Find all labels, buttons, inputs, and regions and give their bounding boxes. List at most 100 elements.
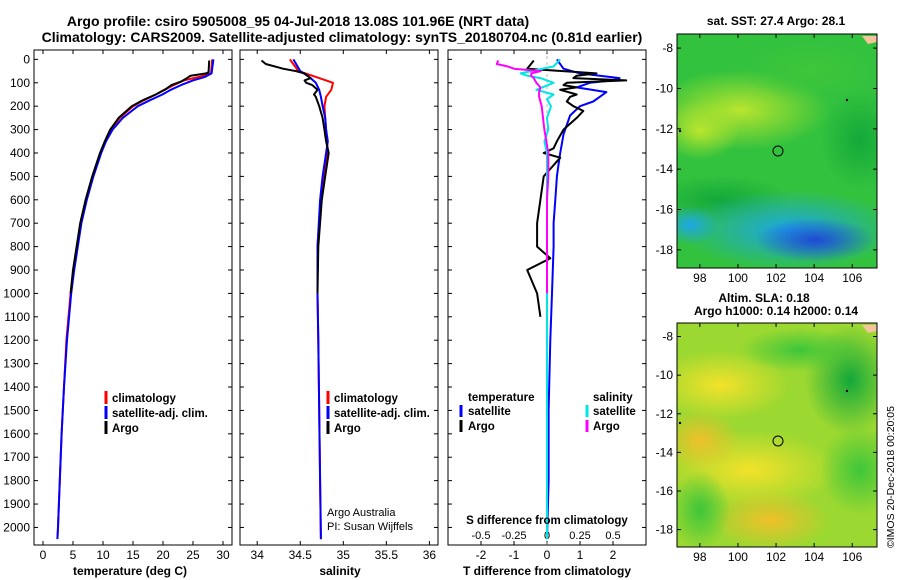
legend-label-t-satellite: satellite	[468, 406, 511, 418]
sla-map-frame	[676, 322, 878, 548]
s-diff-tick-label: 0.5	[605, 530, 620, 542]
depth-tick-label: 400	[10, 146, 30, 160]
map-x-tick-label: 106	[842, 271, 862, 285]
legend-label-satellite: satellite-adj. clim.	[112, 408, 208, 420]
sst-map-field	[677, 34, 877, 268]
series-line-s-satellite	[519, 58, 561, 540]
map-y-tick-label: -16	[656, 484, 674, 498]
x-tick-label: 2	[610, 548, 617, 562]
legend-title-temperature: temperature	[468, 392, 534, 404]
map-y-tick-label: -8	[662, 41, 673, 55]
credit-argo-australia: Argo Australia	[327, 507, 396, 519]
map-y-tick-label: -8	[662, 330, 673, 344]
map-x-tick-label: 102	[766, 550, 786, 564]
map-y-tick-label: -18	[656, 243, 674, 257]
series-line-satellite-adj-clim-	[56, 59, 215, 540]
depth-tick-label: 1200	[3, 333, 30, 347]
legend-title-salinity: salinity	[593, 392, 633, 404]
x-tick-label: 20	[156, 548, 170, 562]
legend-label-argo: Argo	[334, 423, 361, 435]
x-tick-label: 35	[337, 548, 351, 562]
depth-tick-label: 1600	[3, 427, 30, 441]
map-x-tick-label: 98	[693, 550, 707, 564]
map-x-tick-label: 104	[804, 550, 824, 564]
sla-map-title-line1: Altim. SLA: 0.18	[718, 291, 810, 305]
depth-tick-label: 1000	[3, 286, 30, 300]
x-tick-label: 25	[186, 548, 200, 562]
difference-xlabel-top: S difference from climatology	[466, 515, 628, 527]
map-x-tick-label: 98	[693, 271, 707, 285]
legend-label-s-satellite: satellite	[593, 406, 636, 418]
x-tick-label: 1	[577, 548, 584, 562]
depth-tick-label: 1300	[3, 357, 30, 371]
x-tick-label: 5	[70, 548, 77, 562]
legend-label-satellite: satellite-adj. clim.	[334, 408, 430, 420]
temperature-x-axis: 0 5 10 15 20 25 30	[40, 50, 230, 562]
difference-lines	[495, 50, 628, 545]
sla-map-title-line2: Argo h1000: 0.14 h2000: 0.14	[694, 304, 858, 318]
s-diff-tick-label: 0.25	[569, 530, 590, 542]
credit-pi-name: PI: Susan Wijffels	[327, 521, 413, 533]
depth-tick-label: 700	[10, 216, 30, 230]
map-y-tick-label: -14	[656, 162, 674, 176]
depth-tick-label: 800	[10, 240, 30, 254]
map-y-tick-label: -18	[656, 523, 674, 537]
sla-argo-marker	[772, 435, 784, 447]
legend-label-climatology: climatology	[334, 393, 399, 405]
sst-map-axes: 98 100 102 104 106 -8 -10 -12 -14 -16 -18	[656, 34, 877, 285]
depth-tick-label: 0	[23, 52, 30, 66]
depth-tick-label: 500	[10, 169, 30, 183]
depth-tick-label: 2000	[3, 520, 30, 534]
depth-tick-label: 900	[10, 263, 30, 277]
map-y-tick-label: -10	[656, 81, 674, 95]
temperature-lines	[56, 59, 215, 540]
depth-tick-label: 1800	[3, 474, 30, 488]
map-x-tick-label: 102	[766, 271, 786, 285]
series-line-climatology	[56, 59, 214, 540]
sst-map-frame	[676, 33, 878, 269]
legend-label-argo: Argo	[112, 423, 139, 435]
map-x-tick-label: 104	[804, 271, 824, 285]
temperature-legend: climatology satellite-adj. clim. Argo	[104, 391, 208, 435]
depth-tick-label: 600	[10, 193, 30, 207]
difference-xlabel: T difference from climatology	[463, 564, 631, 578]
salinity-panel-frame	[239, 49, 439, 546]
depth-tick-label: 1700	[3, 450, 30, 464]
map-y-tick-label: -12	[656, 122, 674, 136]
sla-map-axes: 98 100 102 104 106 -8 -10 -12 -14 -16 -18	[656, 323, 877, 564]
depth-tick-label: 300	[10, 123, 30, 137]
series-line-s-argo	[495, 60, 550, 294]
x-tick-label: 10	[96, 548, 110, 562]
x-tick-label: -2	[476, 548, 487, 562]
legend-label-climatology: climatology	[112, 393, 177, 405]
series-line-argo	[260, 59, 330, 294]
depth-axis: 0 100 200 300 400 500 600 700 800 900 1000 1100 1200…	[3, 52, 646, 534]
salinity-lines	[260, 58, 334, 540]
map-y-tick-label: -16	[656, 203, 674, 217]
depth-tick-label: 200	[10, 99, 30, 113]
difference-x-axis: -2 -1 0 1 2-0.5 -0.25 0 0.25 0.5	[472, 50, 621, 562]
legend-label-s-argo: Argo	[593, 421, 620, 433]
x-tick-label: 15	[126, 548, 140, 562]
sla-map-field	[677, 323, 877, 547]
map-x-tick-label: 100	[728, 550, 748, 564]
sst-argo-marker	[772, 145, 784, 157]
salinity-legend: climatology satellite-adj. clim. Argo	[326, 391, 430, 435]
x-tick-label: 36	[423, 548, 437, 562]
imos-credit: ©IMOS 20-Dec-2018 00:20:05	[885, 406, 897, 548]
s-diff-tick-label: -0.5	[472, 530, 491, 542]
series-line-satellite-adj-clim-	[292, 58, 329, 540]
map-x-tick-label: 106	[842, 550, 862, 564]
x-tick-label: 0	[544, 548, 551, 562]
depth-tick-label: 1500	[3, 403, 30, 417]
x-tick-label: 30	[216, 548, 230, 562]
map-y-tick-label: -10	[656, 368, 674, 382]
x-tick-label: 34.5	[289, 548, 313, 562]
map-y-tick-label: -12	[656, 407, 674, 421]
salinity-xlabel: salinity	[319, 564, 361, 578]
legend-label-t-argo: Argo	[468, 421, 495, 433]
depth-tick-label: 1100	[4, 310, 30, 324]
x-tick-label: -1	[509, 548, 520, 562]
map-y-tick-label: -14	[656, 445, 674, 459]
figure-title-line1: Argo profile: csiro 5905008_95 04-Jul-20…	[67, 13, 529, 29]
